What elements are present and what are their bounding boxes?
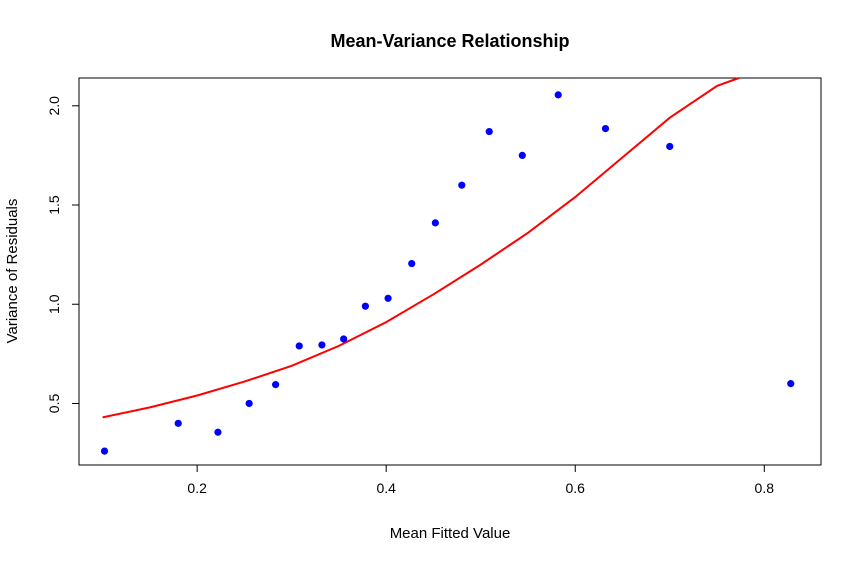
y-tick-label: 1.5 bbox=[46, 195, 62, 215]
data-point bbox=[431, 219, 439, 227]
data-point bbox=[295, 342, 303, 350]
data-point bbox=[361, 302, 370, 310]
plot-area bbox=[78, 77, 822, 466]
plot-frame bbox=[78, 77, 822, 466]
data-point bbox=[340, 335, 348, 343]
y-axis: 0.5 1.0 1.5 2.0 bbox=[46, 96, 79, 413]
x-tick-label: 0.6 bbox=[566, 480, 586, 496]
data-point bbox=[601, 125, 610, 133]
y-tick-label: 2.0 bbox=[46, 96, 62, 116]
y-tick-label: 0.5 bbox=[46, 394, 62, 414]
data-point bbox=[174, 419, 182, 427]
data-point bbox=[666, 142, 674, 151]
data-point bbox=[214, 428, 222, 436]
y-axis-label: Variance of Residuals bbox=[4, 199, 21, 344]
data-point bbox=[458, 181, 466, 189]
x-axis: 0.2 0.4 0.6 0.8 bbox=[187, 465, 774, 496]
data-point bbox=[518, 151, 526, 159]
data-point bbox=[100, 447, 109, 455]
fitted-curve bbox=[102, 77, 740, 419]
data-point bbox=[787, 380, 795, 388]
x-axis-label: Mean Fitted Value bbox=[390, 525, 511, 542]
data-point bbox=[485, 127, 493, 136]
y-tick-label: 1.0 bbox=[46, 294, 62, 314]
x-tick-label: 0.2 bbox=[187, 480, 207, 496]
data-point bbox=[408, 259, 416, 268]
data-point bbox=[245, 399, 253, 408]
chart-title: Mean-Variance Relationship bbox=[330, 31, 569, 51]
data-point bbox=[272, 381, 280, 389]
data-point bbox=[318, 341, 326, 349]
x-tick-label: 0.4 bbox=[376, 480, 396, 496]
x-tick-label: 0.8 bbox=[755, 480, 775, 496]
data-point bbox=[554, 91, 562, 99]
data-point bbox=[384, 294, 392, 302]
data-points bbox=[100, 91, 795, 455]
